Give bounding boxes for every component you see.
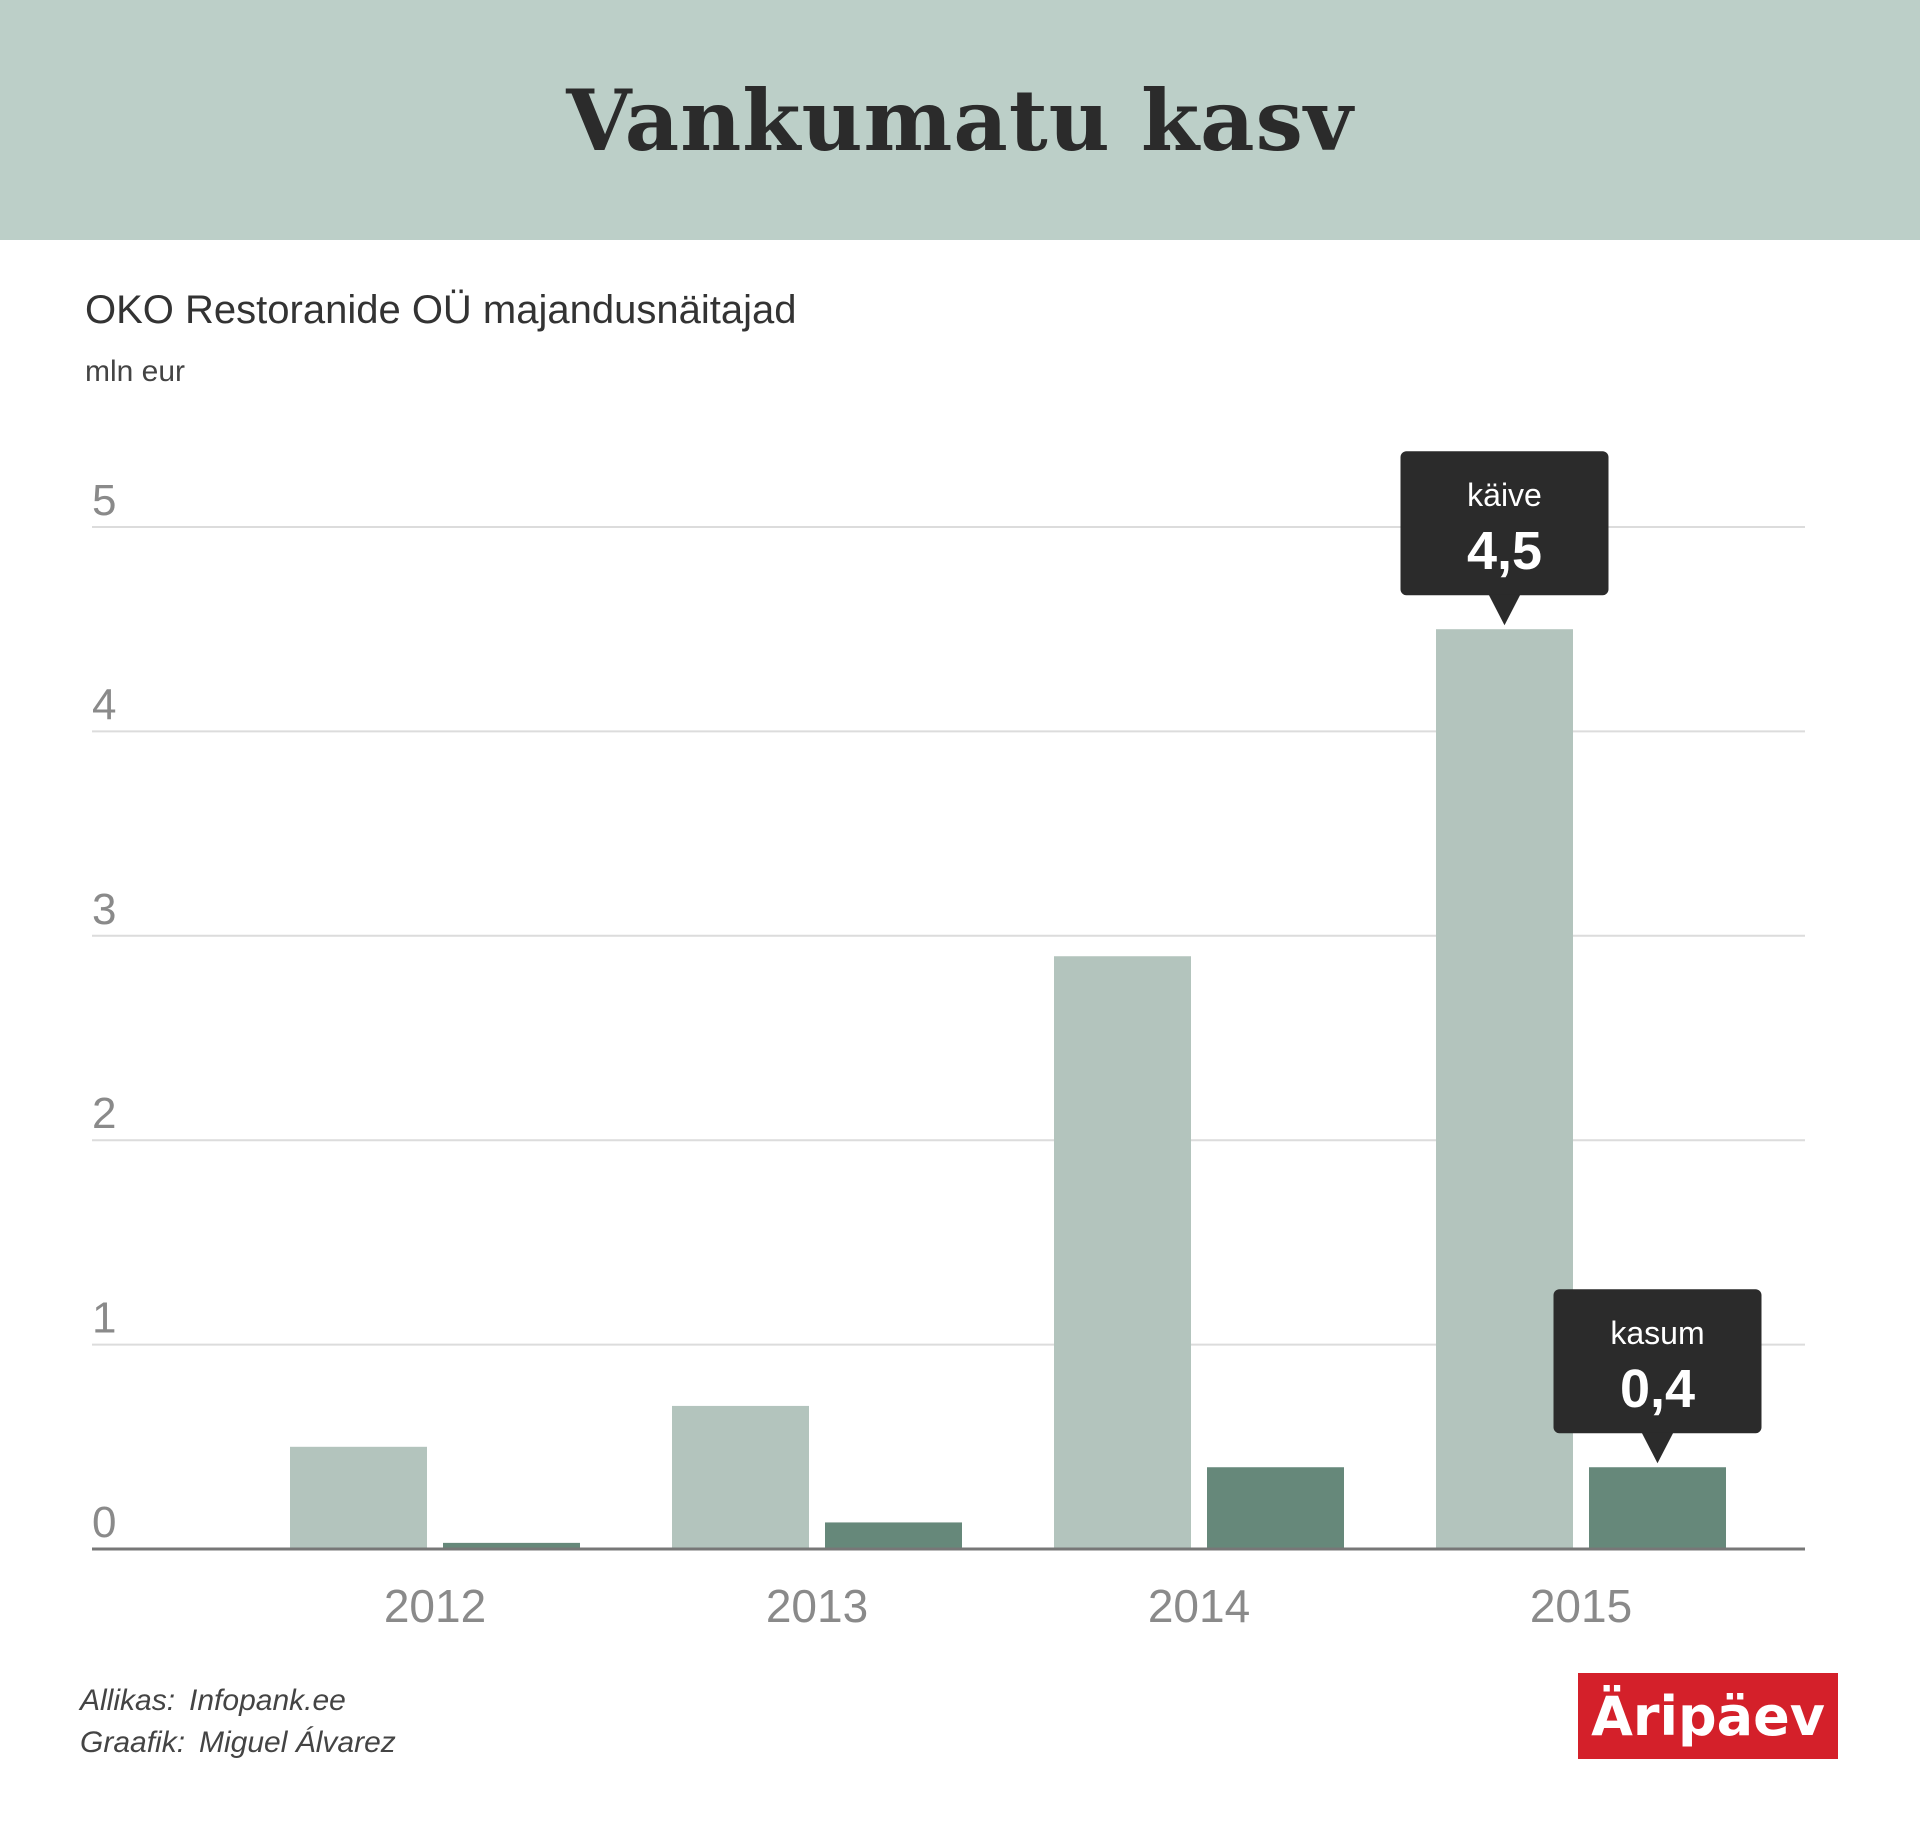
- header-banner: Vankumatu kasv: [0, 0, 1920, 240]
- callout-kasum-value: 0,4: [1620, 1359, 1695, 1419]
- bar-käive-2012: [290, 1446, 427, 1549]
- callout-kasum-label: kasum: [1610, 1315, 1704, 1351]
- callout-käive-box: [1400, 451, 1609, 596]
- chart-subtitle: OKO Restoranide OÜ majandusnäitajad: [85, 288, 797, 332]
- x-tick-label: 2012: [384, 1580, 486, 1632]
- aripaev-logo: Äripäev: [1578, 1673, 1838, 1759]
- bar-kasum-2015: [1589, 1467, 1726, 1549]
- y-tick-label: 1: [92, 1294, 116, 1343]
- y-tick-label: 5: [92, 476, 116, 525]
- bar-käive-2013: [672, 1405, 809, 1549]
- y-tick-label: 3: [92, 885, 116, 934]
- source-label: Allikas:: [80, 1684, 176, 1717]
- bar-käive-2015: [1436, 629, 1573, 1549]
- bar-käive-2014: [1054, 956, 1191, 1549]
- callout-käive-pointer: [1488, 594, 1521, 626]
- x-tick-label: 2014: [1148, 1580, 1250, 1632]
- y-tick-label: 4: [92, 680, 116, 729]
- unit-label: mln eur: [85, 355, 186, 388]
- graphic-label: Graafik:: [80, 1726, 186, 1759]
- source-line: Allikas: Infopank.ee: [80, 1680, 396, 1722]
- callout-käive-label: käive: [1467, 477, 1542, 513]
- callout-kasum-box: [1553, 1289, 1762, 1434]
- bar-kasum-2013: [825, 1522, 962, 1549]
- x-tick-label: 2015: [1530, 1580, 1632, 1632]
- y-tick-label: 0: [92, 1498, 116, 1547]
- source-value: Infopank.ee: [189, 1684, 346, 1717]
- graphic-line: Graafik: Miguel Álvarez: [80, 1722, 396, 1764]
- graphic-value: Miguel Álvarez: [199, 1726, 396, 1759]
- bar-kasum-2014: [1207, 1467, 1344, 1549]
- page-title: Vankumatu kasv: [566, 70, 1354, 170]
- bar-kasum-2012: [443, 1542, 580, 1549]
- y-tick-label: 2: [92, 1089, 116, 1138]
- bar-chart: 0 1 2 3 4 5 2012 2013 2014 2015 käive 4,5 kasum 0,4: [92, 451, 1805, 1632]
- callout-käive-value: 4,5: [1467, 521, 1542, 581]
- x-tick-label: 2013: [766, 1580, 868, 1632]
- callout-kasum-pointer: [1641, 1432, 1674, 1464]
- footer-credits: Allikas: Infopank.ee Graafik: Miguel Álvar…: [80, 1680, 396, 1764]
